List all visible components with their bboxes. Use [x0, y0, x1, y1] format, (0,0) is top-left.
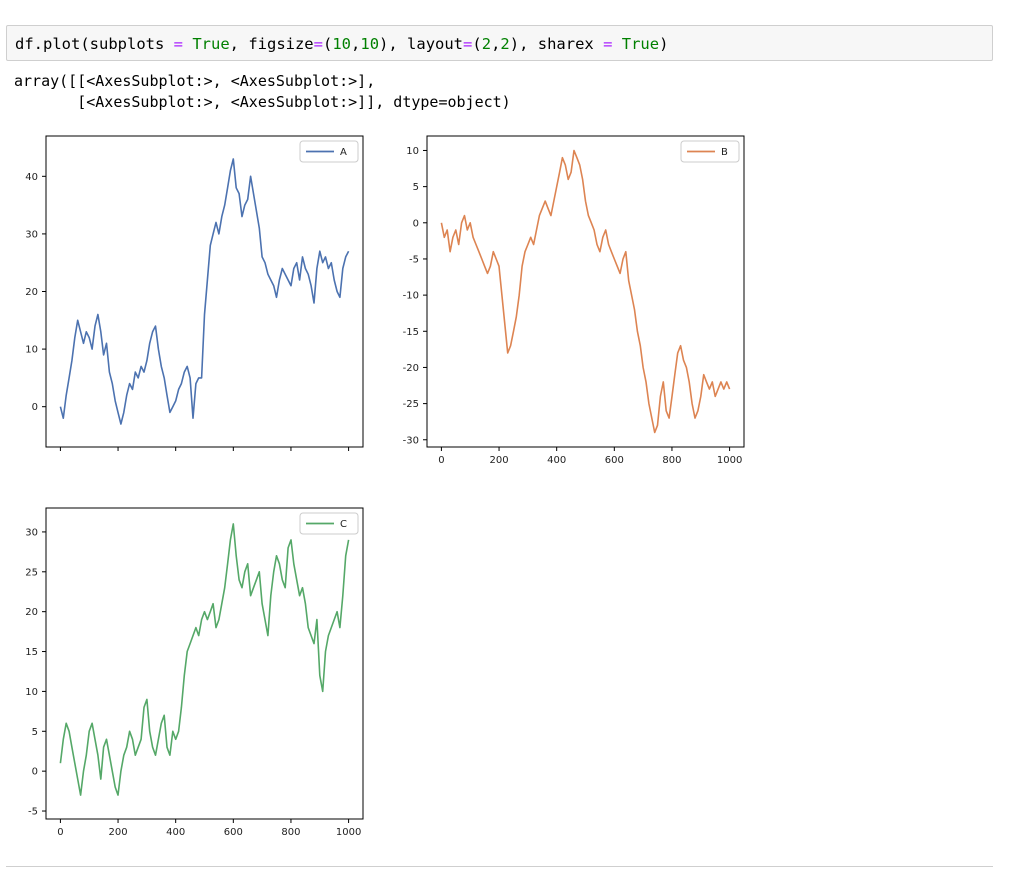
x-tick-label: 1000	[336, 827, 361, 838]
y-tick-label: 0	[32, 402, 38, 413]
y-tick-label: -10	[403, 291, 419, 302]
x-tick-label: 600	[605, 455, 624, 466]
x-tick-label: 400	[166, 827, 185, 838]
x-tick-label: 1000	[717, 455, 742, 466]
series-line-B	[440, 149, 731, 434]
legend-label: B	[721, 147, 728, 158]
code-token: 10	[360, 35, 380, 53]
code-token: =	[603, 35, 613, 53]
y-tick-label: 20	[25, 607, 38, 618]
code-token: ,	[491, 35, 501, 53]
y-tick-label: -5	[28, 807, 38, 818]
series-line-A	[59, 158, 350, 425]
x-tick-label: 200	[108, 827, 127, 838]
y-tick-label: -20	[403, 363, 419, 374]
y-tick-label: -25	[403, 399, 419, 410]
y-tick-label: 10	[25, 345, 38, 356]
y-tick-label: 40	[25, 172, 38, 183]
cell-divider	[6, 866, 993, 867]
series-line-C	[59, 523, 350, 796]
code-token: ), sharex	[509, 35, 604, 53]
axes-frame	[426, 135, 745, 448]
x-tick-label: 200	[489, 455, 508, 466]
y-tick-label: 0	[413, 218, 419, 229]
code-token: 10	[332, 35, 352, 53]
code-token: 2	[481, 35, 492, 53]
code-line[interactable]: df.plot(subplots = True, figsize=(10,10)…	[15, 34, 668, 54]
y-tick-label: 10	[406, 146, 419, 157]
code-token: ), layout	[379, 35, 464, 53]
y-tick-label: -5	[409, 254, 419, 265]
axes-frame	[45, 135, 364, 448]
y-tick-label: 30	[25, 527, 38, 538]
code-token: )	[659, 35, 669, 53]
code-token: True	[192, 35, 230, 53]
y-tick-label: 0	[32, 767, 38, 778]
code-token: ,	[351, 35, 361, 53]
x-tick-label: 0	[438, 455, 444, 466]
output-line-1: array([[<AxesSubplot:>, <AxesSubplot:>],	[14, 72, 376, 90]
y-tick-label: -15	[403, 327, 419, 338]
x-tick-label: 800	[281, 827, 300, 838]
y-tick-label: 25	[25, 567, 38, 578]
legend-label: C	[340, 519, 347, 530]
y-tick-label: 30	[25, 229, 38, 240]
x-tick-label: 0	[57, 827, 63, 838]
x-tick-label: 400	[547, 455, 566, 466]
code-token: True	[621, 35, 660, 53]
subplot-A: 0 10 20 30 40 A	[25, 135, 364, 451]
code-token: df.plot(subplots	[15, 35, 174, 53]
legend-label: A	[340, 147, 347, 158]
y-tick-label: 5	[32, 727, 38, 738]
x-tick-label: 600	[224, 827, 243, 838]
code-token: , figsize	[229, 35, 314, 53]
output-line-2: [<AxesSubplot:>, <AxesSubplot:>]], dtype…	[14, 93, 511, 111]
y-tick-label: 15	[25, 647, 38, 658]
y-tick-label: -30	[403, 435, 419, 446]
code-token: 2	[500, 35, 510, 53]
y-tick-label: 5	[413, 182, 419, 193]
output-text: array([[<AxesSubplot:>, <AxesSubplot:>],…	[14, 71, 511, 113]
subplot-B: 10 5 0 -5 -10 -15 -20 -25 -30 0 200 400 600 800 1000 B	[403, 135, 745, 466]
y-tick-label: 10	[25, 687, 38, 698]
code-token: (	[472, 35, 482, 53]
x-tick-label: 800	[662, 455, 681, 466]
y-tick-label: 20	[25, 287, 38, 298]
subplot-C: -5 0 5 10 15 20 25 30 0 200 400 600 800 1000 C	[25, 507, 364, 838]
code-token: =	[313, 35, 323, 53]
code-token: =	[463, 35, 473, 53]
code-token: =	[173, 35, 183, 53]
axes-frame	[45, 507, 364, 820]
code-token: (	[323, 35, 333, 53]
code-input-cell[interactable]: df.plot(subplots = True, figsize=(10,10)…	[6, 25, 993, 61]
